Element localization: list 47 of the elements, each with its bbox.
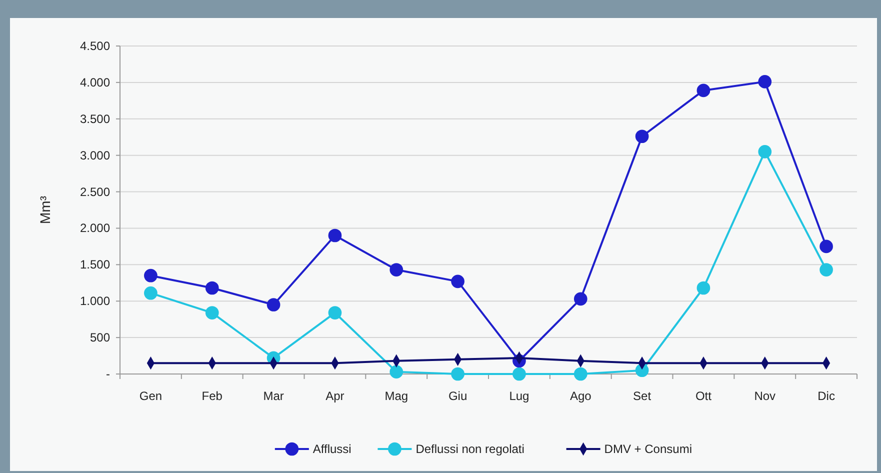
point — [205, 306, 219, 320]
y-tick-label: 3.000 — [80, 148, 110, 162]
x-tick-label: Dic — [818, 389, 835, 403]
x-tick-label: Lug — [509, 389, 530, 403]
point — [574, 367, 588, 381]
y-tick-label: 4.500 — [80, 39, 110, 53]
x-tick-label: Mag — [384, 389, 408, 403]
point — [144, 286, 158, 300]
x-tick-label: Nov — [754, 389, 776, 403]
y-tick-label: - — [106, 367, 110, 381]
x-tick-label: Ago — [570, 389, 592, 403]
x-tick-label: Feb — [202, 389, 223, 403]
y-tick-label: 2.000 — [80, 221, 110, 236]
legend-label: DMV + Consumi — [604, 442, 692, 456]
x-tick-label: Giu — [448, 389, 468, 403]
y-tick-label: 4.000 — [80, 75, 110, 90]
x-tick-label: Ott — [695, 389, 712, 403]
x-tick-label: Gen — [139, 389, 162, 403]
x-tick-label: Mar — [263, 389, 284, 403]
point — [328, 228, 342, 242]
point — [328, 306, 342, 320]
y-tick-label: 1.000 — [80, 294, 110, 308]
point — [574, 292, 588, 306]
y-tick-label: 2.500 — [80, 184, 110, 199]
legend-label: Afflussi — [312, 442, 352, 456]
point — [512, 367, 526, 381]
point — [266, 298, 280, 312]
point — [696, 84, 710, 98]
point — [205, 281, 219, 295]
point — [758, 75, 772, 88]
y-tick-label: 3.500 — [80, 112, 110, 126]
point — [820, 263, 833, 276]
point — [451, 367, 464, 381]
point — [144, 268, 158, 282]
y-tick-label: 1.500 — [80, 258, 110, 272]
y-tick-label: 500 — [90, 330, 110, 345]
point — [696, 281, 710, 295]
point — [635, 130, 649, 144]
y-axis-title: Mm³ — [37, 196, 53, 224]
x-tick-label: Set — [633, 389, 652, 403]
point — [758, 145, 772, 158]
point — [820, 240, 833, 254]
legend-label: Deflussi non regolati — [416, 442, 524, 456]
point — [390, 263, 404, 276]
x-tick-label: Apr — [326, 389, 344, 403]
point — [451, 274, 464, 288]
point — [390, 365, 404, 378]
